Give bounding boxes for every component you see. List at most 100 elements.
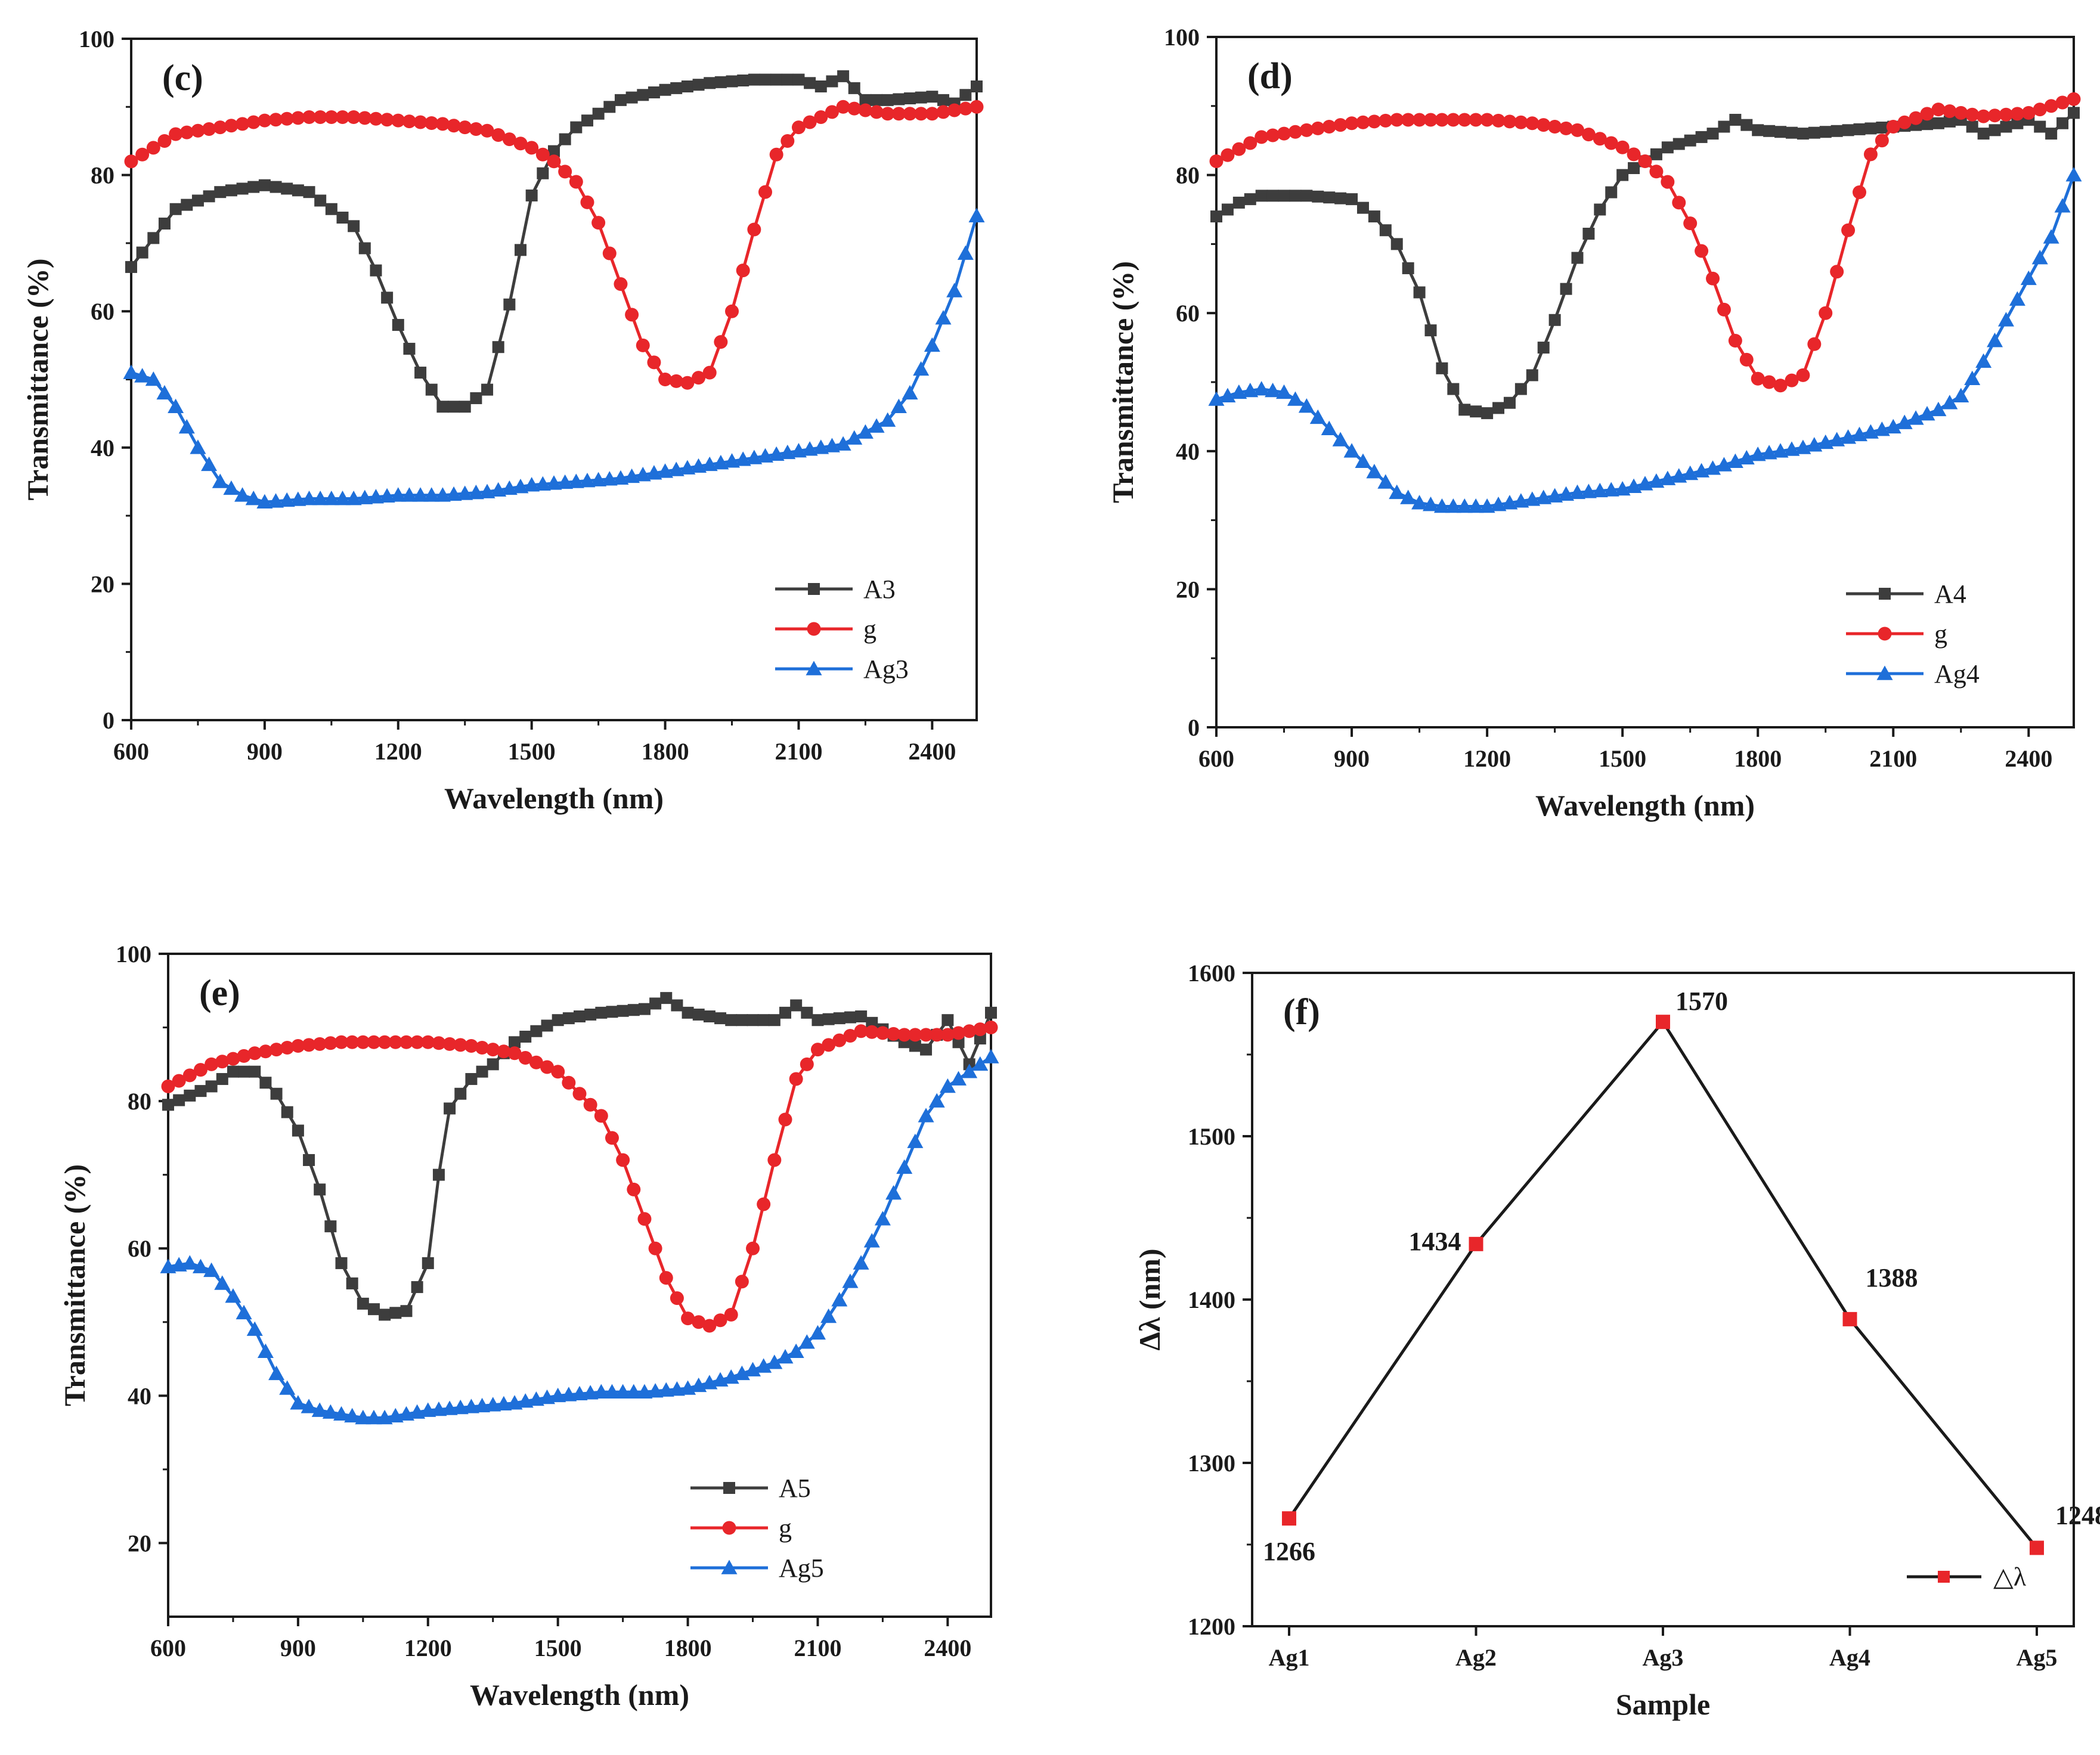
data-point [780,134,795,148]
data-point [324,1220,337,1233]
data-point [436,401,449,413]
data-point [238,1065,250,1078]
series-line [1215,97,2074,387]
data-point [822,1038,836,1052]
data-point [1603,482,1619,497]
data-point [368,111,383,126]
data-point [1909,111,1923,125]
data-point [559,133,571,145]
y-tick-label: 0 [103,707,114,734]
data-point [270,181,282,193]
data-point [887,1027,901,1041]
panel-label: (e) [199,973,240,1013]
data-point [1842,124,1854,137]
data-point [402,114,416,129]
data-point [746,1241,760,1255]
data-point [925,107,939,121]
data-point [579,473,596,488]
data-point [788,1343,804,1358]
data-point [547,154,561,169]
data-point [1896,414,1913,429]
data-point [1638,154,1652,168]
data-point [879,412,896,427]
data-point [464,1038,478,1053]
data-point [2000,120,2012,133]
data-point [491,128,506,142]
data-point [1232,142,1246,156]
data-point [1739,352,1754,367]
legend-marker [806,661,822,675]
data-point [985,1006,997,1019]
y-tick-label: 1300 [1188,1450,1235,1477]
data-point [779,444,796,460]
data-point [658,373,673,386]
data-point [1932,117,1944,129]
legend-marker [722,1521,736,1535]
data-point [323,491,340,506]
data-point [422,1257,434,1269]
data-point [1513,493,1529,508]
legend: A4 g Ag4 [1846,579,1980,689]
data-point [258,179,271,191]
x-tick-label: 600 [113,738,149,765]
data-point [874,1211,891,1226]
data-point [445,486,462,501]
legend-label: A5 [779,1474,811,1503]
x-tick-label: 2100 [1869,745,1917,772]
data-point [1366,464,1383,479]
data-point [837,70,850,82]
y-axis-label: Transmittance (%) [21,259,54,501]
data-point [173,1094,185,1106]
data-point [548,145,560,157]
data-point [2055,95,2070,110]
data-point [1593,132,1607,146]
data-point [649,997,662,1010]
data-point [909,1040,921,1052]
data-point [145,371,162,386]
data-point [161,1079,175,1093]
data-point [236,182,249,195]
data-point [1953,387,1969,402]
data-point [1752,124,1764,137]
data-point [1989,124,2001,137]
data-point [1377,474,1394,489]
data-point [525,189,538,201]
data-point [367,1035,381,1049]
data-point [269,113,283,127]
data-point [1628,162,1640,175]
data-point [246,115,261,129]
chart-panel-d: 0 20 40 60 80 100 600 900 1200 1500 1800 2100 2400 Wa… [1106,24,2082,822]
data-point [636,1384,653,1399]
data-point [592,107,605,120]
data-point [614,277,628,291]
data-point [920,1043,933,1056]
x-tick-label: 1800 [664,1635,712,1661]
y-tick-label: 80 [91,162,114,189]
data-point [1930,401,1947,417]
data-point [490,482,507,497]
data-point [225,184,237,197]
data-point [123,364,140,379]
data-point [1774,126,1787,138]
data-point [1580,483,1597,498]
data-point [562,1012,575,1025]
data-point [1548,120,1562,134]
data-point [1231,384,1247,399]
data-point [358,111,372,125]
data-point [1221,203,1234,216]
data-point [896,1159,913,1174]
data-point [1356,201,1369,214]
data-point [1411,495,1428,510]
y-tick-label: 100 [1164,24,1200,51]
data-point [279,1380,296,1395]
data-point [179,125,194,139]
data-point [453,1038,467,1052]
data-point [907,1133,924,1148]
data-point [444,1102,456,1115]
data-point [507,1046,522,1061]
x-tick-label: Ag1 [1269,1644,1310,1671]
data-point [569,175,583,189]
panel-label: (d) [1247,56,1293,97]
data-point [903,107,917,121]
x-tick-label: 1800 [1734,745,1782,772]
